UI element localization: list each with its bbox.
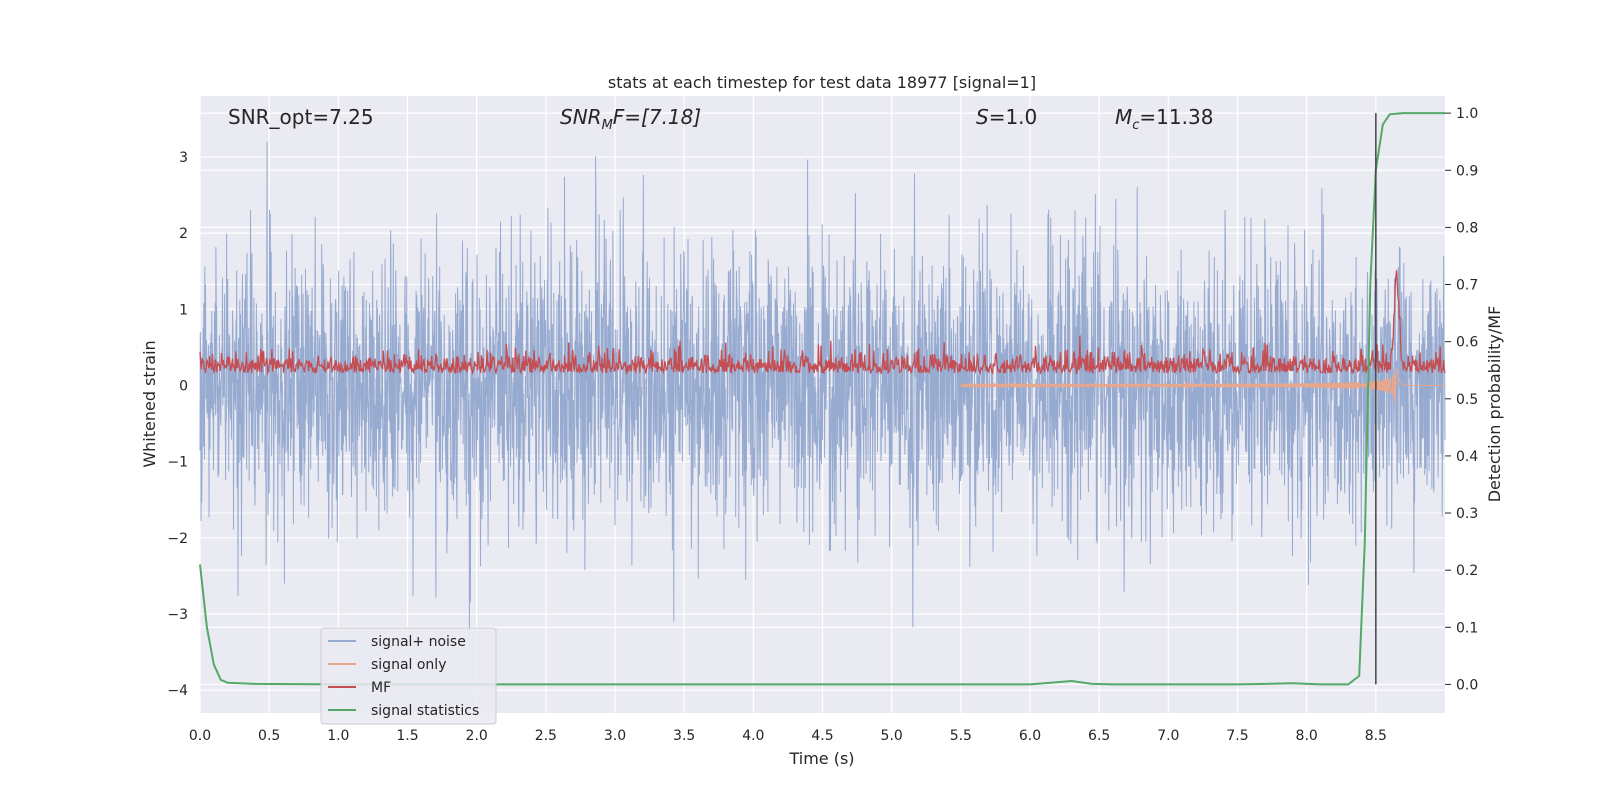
annotation-snr-mf-sub: M bbox=[602, 118, 613, 133]
y-right-tick-10: 1.0 bbox=[1456, 106, 1478, 122]
annotation-mc-rest: =11.38 bbox=[1139, 105, 1213, 129]
x-tick-11: 5.5 bbox=[950, 728, 972, 744]
y-right-tick-labels: 0.0 0.1 0.2 0.3 0.4 0.5 0.6 0.7 0.8 0.9 1.0 bbox=[1445, 106, 1478, 693]
y-right-tick-1: 0.1 bbox=[1456, 620, 1478, 636]
y-right-tick-6: 0.6 bbox=[1456, 335, 1478, 351]
legend-label-mf: MF bbox=[371, 680, 391, 696]
x-tick-6: 3.0 bbox=[604, 728, 626, 744]
x-tick-2: 1.0 bbox=[327, 728, 349, 744]
y-right-tick-9: 0.9 bbox=[1456, 163, 1478, 179]
annotation-snr-mf-rest: F=[7.18] bbox=[613, 105, 701, 129]
legend-label-signal-statistics: signal statistics bbox=[371, 703, 479, 719]
y-left-axis-label: Whitened strain bbox=[140, 340, 159, 467]
x-tick-0: 0.0 bbox=[189, 728, 211, 744]
legend-label-signal-noise: signal+ noise bbox=[371, 634, 466, 650]
annotation-mc-base: M bbox=[1115, 105, 1132, 129]
chart-title: stats at each timestep for test data 189… bbox=[608, 73, 1036, 92]
x-tick-14: 7.0 bbox=[1157, 728, 1179, 744]
y-left-tick-5: 1 bbox=[179, 302, 188, 318]
x-tick-5: 2.5 bbox=[535, 728, 557, 744]
annotation-s-base: S bbox=[976, 105, 989, 129]
x-tick-13: 6.5 bbox=[1088, 728, 1110, 744]
x-tick-12: 6.0 bbox=[1019, 728, 1041, 744]
signal-noise-line bbox=[199, 141, 1446, 635]
x-tick-10: 5.0 bbox=[881, 728, 903, 744]
signal-statistics-series bbox=[199, 112, 1445, 686]
y-right-tick-3: 0.3 bbox=[1456, 506, 1478, 522]
x-tick-7: 3.5 bbox=[673, 728, 695, 744]
y-right-tick-7: 0.7 bbox=[1456, 278, 1478, 294]
legend-box bbox=[320, 627, 497, 725]
annotation-s: S=1.0 bbox=[976, 105, 1037, 129]
x-tick-16: 8.0 bbox=[1296, 728, 1318, 744]
x-tick-4: 2.0 bbox=[466, 728, 488, 744]
y-left-tick-1: −3 bbox=[167, 607, 188, 623]
y-right-tick-0: 0.0 bbox=[1456, 677, 1478, 693]
y-left-tick-4: 0 bbox=[179, 378, 188, 394]
mf-line bbox=[199, 270, 1446, 376]
y-left-tick-3: −1 bbox=[167, 455, 188, 471]
x-tick-8: 4.0 bbox=[742, 728, 764, 744]
x-tick-17: 8.5 bbox=[1365, 728, 1387, 744]
y-right-tick-8: 0.8 bbox=[1456, 220, 1478, 236]
x-tick-15: 7.5 bbox=[1226, 728, 1248, 744]
signal-only-series bbox=[960, 367, 1445, 404]
y-left-tick-labels: −4 −3 −2 −1 0 1 2 3 bbox=[167, 150, 188, 699]
annotation-mc-sub: c bbox=[1132, 118, 1139, 133]
y-left-tick-0: −4 bbox=[167, 683, 188, 699]
x-tick-9: 4.5 bbox=[811, 728, 833, 744]
legend-label-signal-only: signal only bbox=[371, 657, 446, 673]
x-tick-labels: 0.0 0.5 1.0 1.5 2.0 2.5 3.0 3.5 4.0 4.5 5.0 5.5 6.0 6… bbox=[189, 728, 1387, 744]
annotation-snr-opt: SNR_opt=7.25 bbox=[228, 105, 374, 129]
annotation-snr-mf-base: SNR bbox=[560, 105, 602, 129]
mf-series bbox=[199, 270, 1446, 376]
y-right-tick-5: 0.5 bbox=[1456, 392, 1478, 408]
annotation-snr-mf: SNRMF=[7.18] bbox=[560, 105, 701, 133]
x-axis-label: Time (s) bbox=[788, 749, 854, 768]
signal-noise-series bbox=[199, 141, 1446, 635]
y-right-tick-2: 0.2 bbox=[1456, 563, 1478, 579]
x-tick-3: 1.5 bbox=[396, 728, 418, 744]
annotation-mc: Mc=11.38 bbox=[1115, 105, 1213, 133]
y-right-axis-label: Detection probability/MF bbox=[1485, 306, 1504, 503]
annotation-s-rest: =1.0 bbox=[989, 105, 1038, 129]
y-left-tick-7: 3 bbox=[179, 150, 188, 166]
y-right-tick-4: 0.4 bbox=[1456, 449, 1478, 465]
y-left-tick-2: −2 bbox=[167, 531, 188, 547]
y-left-tick-6: 2 bbox=[179, 226, 188, 242]
signal-only-line bbox=[960, 367, 1445, 404]
x-tick-1: 0.5 bbox=[258, 728, 280, 744]
legend: signal+ noise signal only MF signal stat… bbox=[320, 627, 497, 725]
signal-statistics-line bbox=[199, 112, 1445, 686]
